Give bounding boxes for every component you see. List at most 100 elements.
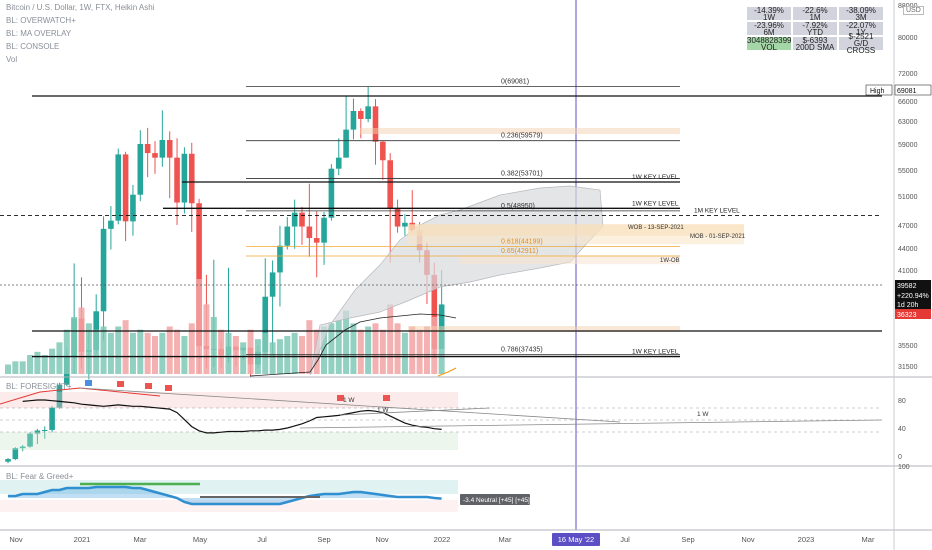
candle-body[interactable]: [380, 141, 386, 161]
price-tag-value: 39582: [897, 283, 917, 290]
signal-marker[interactable]: [117, 381, 124, 387]
time-axis-label: Sep: [317, 535, 330, 544]
candle-body[interactable]: [56, 384, 63, 408]
volume-bar: [152, 336, 158, 374]
candle-body[interactable]: [130, 194, 136, 222]
candle-body[interactable]: [343, 129, 349, 158]
candle-body[interactable]: [27, 433, 33, 447]
candle-body[interactable]: [277, 245, 283, 273]
candle-body[interactable]: [188, 153, 195, 204]
volume-bar: [129, 332, 136, 374]
candle-body[interactable]: [100, 228, 107, 312]
signal-marker[interactable]: [337, 395, 344, 401]
zone-label: MOB - 01-SEP-2021: [690, 234, 746, 240]
time-cursor-label: 16 May '22: [558, 535, 594, 544]
candle-body[interactable]: [196, 203, 202, 346]
volume-bar: [93, 329, 100, 374]
price-tag-value: 36323: [897, 312, 917, 319]
candle-body[interactable]: [5, 459, 11, 462]
volume-bar: [5, 364, 11, 374]
candle-body[interactable]: [152, 153, 158, 158]
time-axis-label: Nov: [9, 535, 23, 544]
candle-body[interactable]: [284, 226, 291, 246]
time-axis-label: Mar: [862, 535, 875, 544]
candle-body[interactable]: [269, 272, 276, 297]
signal-marker[interactable]: [85, 380, 92, 386]
candle-body[interactable]: [365, 106, 371, 119]
signal-marker[interactable]: [383, 395, 390, 401]
volume-bar: [210, 317, 217, 374]
candle-body[interactable]: [306, 226, 313, 239]
volume-bar: [85, 323, 92, 374]
volume-bar: [218, 329, 225, 374]
price-tag[interactable]: [895, 280, 931, 290]
time-axis-label: 2021: [74, 535, 91, 544]
price-tag[interactable]: [894, 84, 932, 96]
candle-body[interactable]: [291, 212, 298, 227]
candle-body[interactable]: [387, 160, 393, 209]
time-cursor-badge[interactable]: [552, 533, 600, 546]
foresight-oversold-zone: [0, 432, 458, 450]
zone-label: 1W-OB: [660, 258, 680, 264]
indicator-console[interactable]: BL: CONSOLE: [6, 42, 60, 51]
time-axis-label: Jul: [620, 535, 630, 544]
volume-bar: [247, 329, 254, 374]
candle-body[interactable]: [350, 111, 357, 130]
price-tag-label: High: [870, 88, 885, 95]
indicator-overwatch[interactable]: BL: OVERWATCH+: [6, 16, 76, 25]
candle-body[interactable]: [12, 448, 19, 460]
candle-body[interactable]: [49, 407, 55, 430]
volume-bar: [78, 307, 85, 374]
volume-bar: [240, 342, 247, 374]
price-tag[interactable]: [895, 290, 931, 300]
candle-body[interactable]: [144, 144, 151, 154]
stat-ytd: -7.92% YTD: [792, 21, 838, 36]
candle-body[interactable]: [108, 220, 114, 229]
fear-greed-pane-title[interactable]: BL: Fear & Greed+: [6, 472, 74, 481]
foresight-trendline: [339, 407, 491, 416]
time-axis-label: Mar: [134, 535, 147, 544]
candle-body[interactable]: [159, 139, 166, 158]
candle-body[interactable]: [174, 157, 180, 203]
candle-body[interactable]: [299, 212, 305, 227]
foresight-trendline: [79, 387, 621, 423]
time-axis-label: 2023: [798, 535, 815, 544]
foresight-pane-title[interactable]: BL: FORESIGHT+: [6, 382, 72, 391]
candle-body[interactable]: [358, 111, 364, 119]
foresight-series-line: [22, 399, 442, 434]
performance-table: -14.39% 1W -22.6% 1M -38.09% 3M -23.96% 6M -…: [746, 6, 884, 66]
candle-body[interactable]: [402, 222, 408, 227]
candle-body[interactable]: [313, 238, 320, 243]
price-tag[interactable]: [895, 309, 931, 319]
candle-body[interactable]: [394, 208, 401, 227]
candle-body[interactable]: [19, 446, 26, 449]
candle-body[interactable]: [372, 106, 379, 142]
candle-body[interactable]: [181, 153, 188, 203]
indicator-volume[interactable]: Vol: [6, 55, 18, 64]
stat-6m: -23.96% 6M: [746, 21, 792, 36]
candle-body[interactable]: [431, 274, 438, 349]
volume-bar: [122, 320, 129, 374]
signal-marker[interactable]: [145, 383, 152, 389]
candle-body[interactable]: [41, 429, 48, 431]
candle-body[interactable]: [122, 154, 129, 222]
price-tick-label: 51000: [898, 194, 918, 201]
indicator-ma-overlay[interactable]: BL: MA OVERLAY: [6, 29, 72, 38]
candle-body[interactable]: [321, 217, 327, 243]
signal-marker[interactable]: [165, 385, 172, 391]
candle-body[interactable]: [137, 144, 144, 195]
volume-bar: [137, 329, 144, 374]
currency-badge[interactable]: USD: [903, 6, 924, 15]
volume-bar: [12, 361, 19, 374]
chart-overlays: 0(69081) 0.236(59579) 0.382(53701) 0.5(4895…: [0, 0, 882, 530]
stat-volume: 3048828399 VOL: [746, 35, 792, 52]
volume-bar: [262, 332, 269, 374]
candle-body[interactable]: [328, 168, 335, 218]
candle-body[interactable]: [166, 139, 173, 158]
price-tag[interactable]: [895, 299, 931, 309]
candle-body[interactable]: [262, 296, 269, 352]
candle-body[interactable]: [335, 157, 342, 169]
price-tag-value: 69081: [897, 88, 917, 95]
candle-body[interactable]: [115, 154, 122, 221]
